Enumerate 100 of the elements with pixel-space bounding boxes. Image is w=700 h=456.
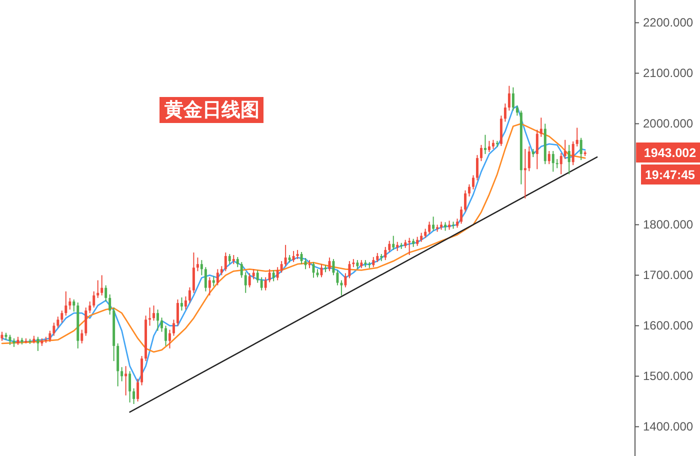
candlestick <box>244 272 247 294</box>
candlestick <box>52 322 56 336</box>
y-tick-label: 1400.000 <box>643 420 694 434</box>
candlestick <box>184 296 187 310</box>
candlestick <box>172 319 175 336</box>
candlestick <box>416 236 419 246</box>
y-tick-label: 2200.000 <box>643 16 694 30</box>
candlestick <box>512 86 514 112</box>
candlestick <box>236 256 239 268</box>
candlestick <box>336 270 339 286</box>
candlestick <box>208 276 211 296</box>
candlestick <box>420 232 423 242</box>
candlestick <box>280 260 283 274</box>
candlestick <box>392 235 395 250</box>
annotation: 1943.002 <box>636 142 700 162</box>
candlestick <box>428 221 431 234</box>
candlestick <box>92 290 96 308</box>
candlestick <box>408 237 411 256</box>
candlestick <box>568 144 570 175</box>
candlestick <box>104 284 108 302</box>
candlestick <box>472 174 474 190</box>
candlestick <box>328 257 331 272</box>
candlestick <box>200 260 203 276</box>
candlestick <box>464 190 467 212</box>
candlestick <box>552 150 554 172</box>
candlestick <box>232 254 235 265</box>
candlestick <box>148 307 151 326</box>
candlestick <box>556 158 558 169</box>
candlestick <box>204 266 207 292</box>
candlestick <box>276 266 279 281</box>
candlestick <box>88 300 92 314</box>
candlestick <box>488 140 490 152</box>
candlestick <box>340 280 343 296</box>
candlestick <box>356 260 359 270</box>
annotation: 19:47:45 <box>641 164 700 184</box>
candlestick <box>160 317 163 332</box>
candlestick <box>60 310 64 324</box>
y-tick-label: 1700.000 <box>643 268 694 282</box>
candlestick <box>560 152 562 175</box>
candlestick <box>492 139 494 150</box>
candlestick <box>136 378 140 402</box>
candlestick <box>156 309 159 332</box>
candlestick <box>164 325 167 346</box>
candlestick <box>344 272 347 288</box>
candlestick <box>240 262 243 278</box>
candlestick <box>284 244 287 267</box>
candlestick <box>272 270 275 282</box>
candlestick <box>480 144 482 162</box>
y-tick-label: 1800.000 <box>643 218 694 232</box>
candlestick <box>580 137 582 161</box>
candlestick <box>484 134 486 155</box>
candlestick <box>176 298 179 326</box>
candlestick <box>332 258 335 276</box>
candlestick <box>216 268 219 286</box>
candlestick <box>536 129 538 170</box>
candlestick <box>56 316 60 328</box>
candlestick <box>348 260 351 279</box>
candlestick <box>564 139 566 160</box>
candlestick <box>304 258 307 270</box>
candlestick <box>424 228 427 238</box>
candlestick <box>548 150 550 165</box>
candlestick <box>224 252 227 272</box>
y-tick-label: 2100.000 <box>643 66 694 80</box>
candlestick <box>256 270 259 284</box>
candlestick <box>248 272 251 288</box>
candlestick <box>228 254 231 265</box>
candlestick <box>196 257 199 272</box>
candlestick <box>132 388 136 404</box>
candlestick <box>300 251 303 265</box>
candlestick <box>268 268 271 283</box>
candlestick <box>188 286 191 304</box>
candlestick <box>180 296 183 312</box>
candlestick <box>100 274 104 296</box>
candlestick <box>80 329 84 344</box>
candlestick <box>528 146 530 172</box>
candlestick <box>152 305 155 322</box>
y-tick-label: 1600.000 <box>643 318 694 333</box>
candlestick <box>84 307 88 336</box>
title: 黄金日线图 <box>160 97 264 123</box>
candlestick <box>524 148 526 199</box>
candlestick <box>36 336 40 352</box>
candlestick <box>260 276 263 291</box>
candlestick <box>48 330 52 342</box>
y-tick-label: 1500.000 <box>643 369 694 384</box>
candlestick <box>540 117 542 138</box>
candlestick <box>432 216 435 232</box>
candlestick <box>516 105 518 116</box>
candlestick <box>468 184 470 197</box>
candlestick <box>68 297 72 310</box>
candlestick <box>124 366 128 396</box>
candlestick <box>576 127 578 147</box>
candlestick <box>252 268 255 280</box>
candlestick <box>212 276 215 287</box>
candlestick <box>64 290 68 316</box>
candlestick <box>220 266 223 276</box>
candlestick <box>264 276 267 291</box>
candlestick <box>120 366 124 382</box>
candlestick <box>372 256 375 268</box>
y-tick-label: 2000.000 <box>643 116 694 131</box>
candlestick <box>384 246 387 261</box>
